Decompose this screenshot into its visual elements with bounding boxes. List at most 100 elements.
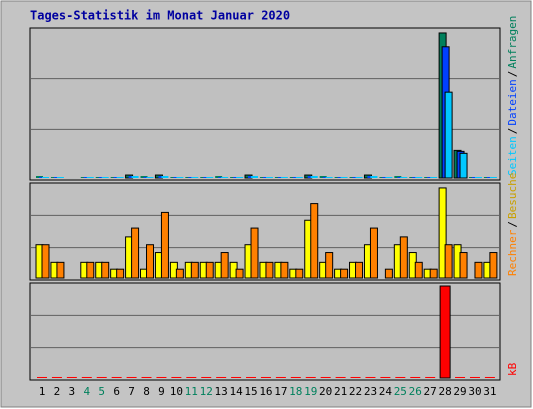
x-tick-label: 25 [394, 385, 407, 398]
bar [160, 211, 169, 279]
bar [260, 376, 271, 378]
bar [111, 376, 122, 378]
bar [81, 376, 92, 378]
bar [116, 177, 124, 178]
bar [175, 268, 184, 279]
bar [474, 261, 483, 279]
bar [370, 176, 378, 178]
bar [425, 376, 436, 378]
bar [141, 376, 152, 378]
bar [37, 376, 47, 378]
x-tick-label: 30 [468, 385, 481, 398]
bar [131, 227, 140, 279]
x-tick-label: 26 [409, 385, 422, 398]
bar [216, 376, 227, 378]
bar [280, 261, 289, 279]
bar [41, 244, 50, 279]
bar [415, 177, 423, 178]
x-tick-label: 19 [304, 385, 317, 398]
bar [275, 376, 286, 378]
x-tick-label: 18 [289, 385, 302, 398]
bar [131, 176, 139, 178]
panel [29, 282, 501, 381]
bar [190, 261, 199, 279]
x-tick-label: 29 [453, 385, 466, 398]
legend-entry: kB [506, 362, 519, 376]
bar [156, 376, 167, 378]
bar [186, 376, 197, 378]
bar [86, 177, 94, 178]
bar [295, 268, 304, 279]
bar [455, 376, 466, 378]
bar [101, 177, 109, 178]
bar [489, 177, 497, 178]
legend: Seiten/Dateien/Anfragen [506, 16, 519, 176]
bar [251, 176, 259, 178]
x-tick-label: 31 [483, 385, 496, 398]
bar [369, 227, 378, 279]
bar [340, 268, 349, 279]
bar [231, 376, 242, 378]
legend-entry: Seiten [506, 136, 519, 176]
legend: Rechner/ Besuche [506, 173, 519, 276]
bar [459, 152, 468, 179]
bar [146, 244, 155, 279]
x-tick-label: 1 [39, 385, 46, 398]
x-tick-label: 16 [259, 385, 272, 398]
legend-entry: Besuche [506, 173, 519, 219]
bar [399, 236, 408, 279]
bar [320, 376, 331, 378]
x-tick-label: 27 [424, 385, 437, 398]
bar [439, 285, 451, 379]
bar [340, 177, 348, 178]
x-tick-label: 20 [319, 385, 332, 398]
bar [380, 376, 391, 378]
bar [116, 268, 125, 279]
x-tick-label: 28 [438, 385, 451, 398]
legend: kB [506, 362, 519, 376]
x-tick-label: 7 [128, 385, 135, 398]
bar [236, 177, 244, 178]
x-tick-label: 4 [83, 385, 90, 398]
bar [250, 227, 259, 279]
legend-entry: Anfragen [506, 16, 519, 69]
x-tick-label: 17 [274, 385, 287, 398]
bar [355, 261, 364, 279]
bar [295, 177, 303, 178]
bar [384, 268, 393, 279]
x-tick-label: 21 [334, 385, 347, 398]
bar [290, 376, 301, 378]
x-tick-label: 14 [229, 385, 243, 398]
x-tick-label: 8 [143, 385, 150, 398]
bar [414, 261, 423, 279]
x-tick-label: 15 [244, 385, 257, 398]
x-tick-label: 6 [113, 385, 120, 398]
bar [430, 177, 438, 178]
bar [325, 252, 334, 279]
x-tick-label: 12 [200, 385, 213, 398]
bar [146, 177, 154, 178]
bar [265, 177, 273, 178]
bar [444, 244, 453, 279]
bar [161, 176, 169, 178]
bar [474, 177, 482, 178]
bar [56, 261, 65, 279]
bar [350, 376, 361, 378]
bar [205, 261, 214, 279]
bar [265, 261, 274, 279]
bar [235, 268, 244, 279]
bar [410, 376, 421, 378]
legend-separator: / [506, 221, 519, 228]
bar [206, 177, 214, 178]
bar [171, 376, 182, 378]
x-tick-label: 5 [98, 385, 105, 398]
x-tick-label: 24 [379, 385, 393, 398]
x-tick-label: 22 [349, 385, 362, 398]
legend-entry: Dateien [506, 79, 519, 125]
bar [191, 177, 199, 178]
bar [126, 376, 137, 378]
bar [280, 177, 288, 178]
bar [96, 376, 107, 378]
bar [335, 376, 346, 378]
